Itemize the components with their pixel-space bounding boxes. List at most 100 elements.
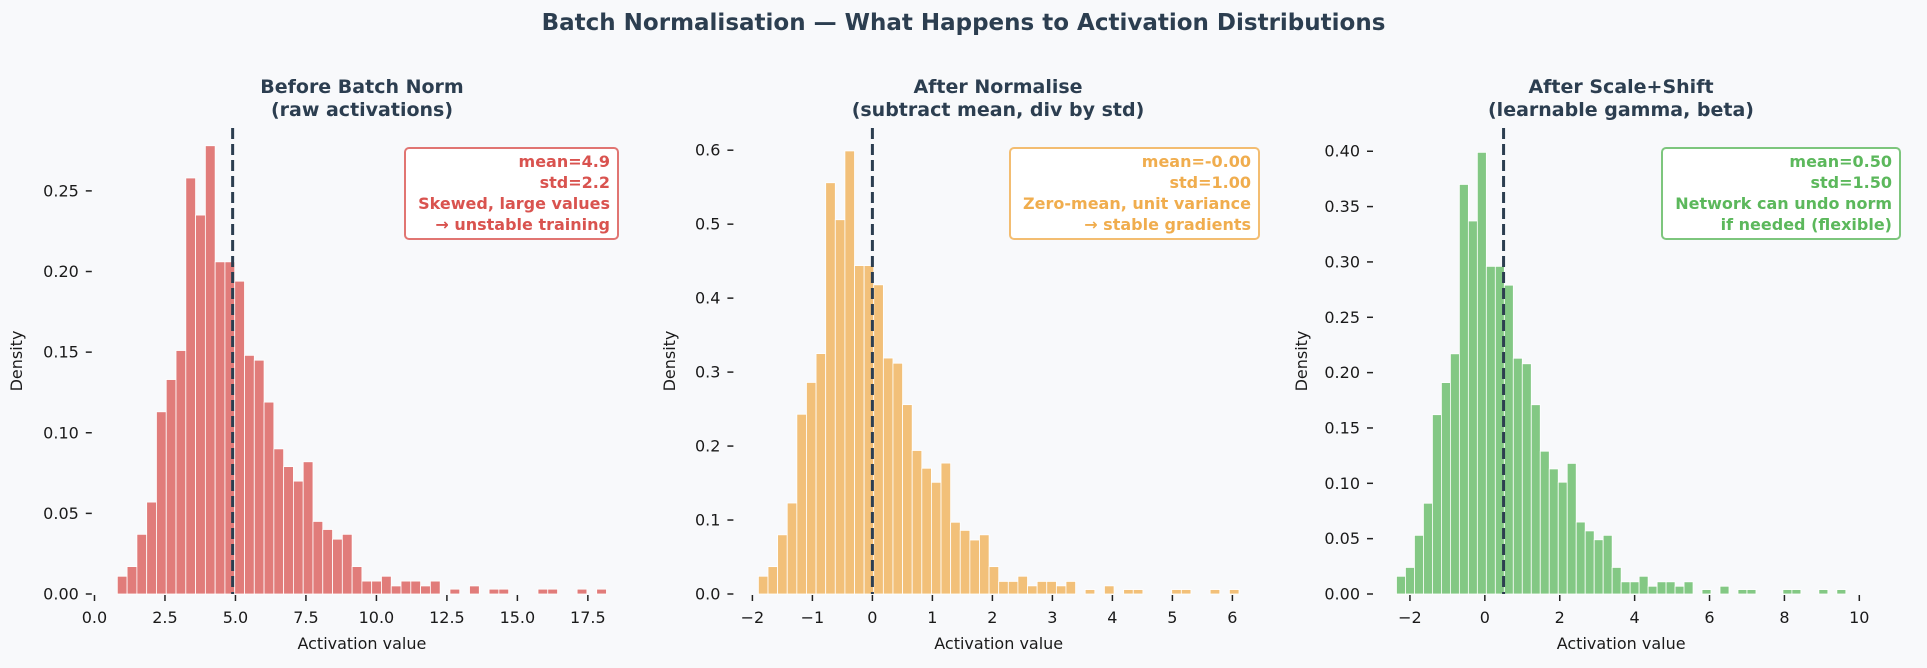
annotation-line: Skewed, large values bbox=[418, 194, 610, 213]
annotation-line: std=1.00 bbox=[1169, 173, 1251, 192]
y-tick-label: 0.6 bbox=[695, 141, 720, 160]
x-tick-label: −2 bbox=[741, 608, 765, 627]
histogram-bar bbox=[263, 401, 275, 595]
histogram-bar bbox=[371, 580, 382, 595]
annotation-box-normalise: mean=-0.00 std=1.00 Zero-mean, unit vari… bbox=[1009, 147, 1260, 240]
annotation-line: std=2.2 bbox=[539, 173, 610, 192]
histogram-bar bbox=[873, 284, 884, 595]
annotation-line: std=1.50 bbox=[1810, 173, 1892, 192]
x-tick-label: 5 bbox=[1167, 608, 1177, 627]
histogram-bar bbox=[921, 467, 932, 595]
y-tick-label: 0.10 bbox=[43, 423, 79, 442]
y-tick-label: 0.05 bbox=[1324, 529, 1360, 548]
panel-title-before: Before Batch Norm (raw activations) bbox=[62, 76, 662, 122]
histogram-bar bbox=[1674, 585, 1685, 595]
histogram-bar bbox=[1449, 353, 1460, 595]
histogram-bar bbox=[882, 357, 894, 595]
histogram-bar bbox=[892, 362, 903, 595]
histogram-bar bbox=[547, 588, 558, 595]
histogram-bar bbox=[1602, 534, 1613, 595]
histogram-bar bbox=[185, 177, 196, 595]
x-tick-label: 6 bbox=[1704, 608, 1714, 627]
histogram-bar bbox=[911, 450, 923, 595]
x-tick-label: 4 bbox=[1107, 608, 1117, 627]
histogram-bar bbox=[1638, 575, 1649, 595]
histogram-bar bbox=[341, 533, 353, 595]
y-tick-label: 0.00 bbox=[1324, 585, 1360, 604]
histogram-bar bbox=[1485, 265, 1496, 595]
histogram-bar bbox=[1432, 414, 1442, 595]
histogram-bar bbox=[410, 580, 421, 595]
y-tick-label: 0.0 bbox=[695, 585, 720, 604]
panel-title-line: After Scale+Shift bbox=[1528, 76, 1714, 98]
histogram-bar bbox=[1503, 284, 1514, 595]
y-tick-label: 0.40 bbox=[1324, 142, 1360, 161]
histogram-bar bbox=[1512, 357, 1523, 595]
histogram-bar bbox=[381, 575, 392, 595]
histogram-bar bbox=[1423, 502, 1433, 595]
histogram-bar bbox=[998, 581, 1009, 595]
histogram-bar bbox=[322, 529, 333, 595]
histogram-bar bbox=[1566, 462, 1577, 595]
histogram-bar bbox=[1396, 575, 1406, 595]
histogram-bar bbox=[116, 575, 128, 595]
x-tick-label: 10 bbox=[1849, 608, 1869, 627]
histogram-bar bbox=[537, 588, 549, 595]
histogram-bar bbox=[449, 588, 461, 595]
histogram-bar bbox=[1414, 534, 1424, 595]
histogram-bar bbox=[1027, 585, 1038, 595]
annotation-line: if needed (flexible) bbox=[1720, 215, 1892, 234]
x-tick-label: 12.5 bbox=[429, 608, 465, 627]
y-tick-label: 0.3 bbox=[695, 363, 720, 382]
y-tick-label: 0.5 bbox=[695, 215, 720, 234]
y-axis-label: Density bbox=[7, 331, 26, 392]
histogram-bar bbox=[1132, 589, 1144, 595]
y-tick-label: 0.15 bbox=[43, 343, 79, 362]
x-tick-label: 2.5 bbox=[152, 608, 177, 627]
annotation-line: → unstable training bbox=[435, 215, 610, 234]
x-tick-label: 4 bbox=[1630, 608, 1640, 627]
annotation-box-before: mean=4.9 std=2.2 Skewed, large values → … bbox=[404, 147, 619, 240]
y-tick-label: 0.20 bbox=[1324, 363, 1360, 382]
y-tick-label: 0.05 bbox=[43, 504, 79, 523]
histogram-bar bbox=[1476, 151, 1487, 595]
x-tick-label: 2 bbox=[987, 608, 997, 627]
x-tick-label: 10.0 bbox=[359, 608, 395, 627]
histogram-bar bbox=[204, 145, 216, 595]
x-tick-label: 0.0 bbox=[82, 608, 107, 627]
y-tick-label: 0.2 bbox=[695, 437, 720, 456]
histogram-bar bbox=[488, 588, 500, 595]
histogram-bar bbox=[1036, 581, 1048, 595]
x-tick-label: 15.0 bbox=[500, 608, 536, 627]
histogram-bar bbox=[1171, 589, 1182, 595]
histogram-bar bbox=[361, 580, 373, 595]
annotation-line: mean=4.9 bbox=[518, 152, 610, 171]
histogram-bar bbox=[1467, 220, 1478, 595]
histogram-bar bbox=[786, 502, 798, 595]
histogram-bar bbox=[156, 411, 167, 595]
histogram-bar bbox=[400, 580, 412, 595]
histogram-bar bbox=[806, 382, 817, 595]
histogram-bar bbox=[332, 538, 343, 595]
histogram-bar bbox=[1405, 567, 1415, 595]
x-axis-label: Activation value bbox=[934, 634, 1063, 653]
histogram-bar bbox=[390, 585, 402, 595]
histogram-bar bbox=[1007, 581, 1019, 595]
histogram-bar bbox=[175, 350, 187, 595]
histogram-bar bbox=[902, 404, 913, 595]
histogram-panel-before: 0.00 0.05 0.10 0.15 0.20 0.25 0.0 2.5 5.0 7.5 10.0… bbox=[7, 128, 607, 653]
histogram-bar bbox=[429, 580, 441, 595]
histogram-bar bbox=[959, 529, 971, 595]
y-tick-label: 0.25 bbox=[43, 181, 79, 200]
x-tick-label: 0 bbox=[1480, 608, 1490, 627]
histogram-bar bbox=[1593, 539, 1604, 595]
histogram-bar bbox=[1065, 581, 1076, 595]
histogram-bar bbox=[195, 214, 206, 595]
panel-title-normalise: After Normalise (subtract mean, div by s… bbox=[698, 76, 1298, 122]
y-axis-label: Density bbox=[660, 331, 679, 392]
histogram-bar bbox=[1737, 589, 1748, 595]
histogram-bar bbox=[165, 379, 177, 595]
panel-title-line: (learnable gamma, beta) bbox=[1488, 99, 1754, 121]
panel-title-line: Before Batch Norm bbox=[260, 76, 464, 98]
